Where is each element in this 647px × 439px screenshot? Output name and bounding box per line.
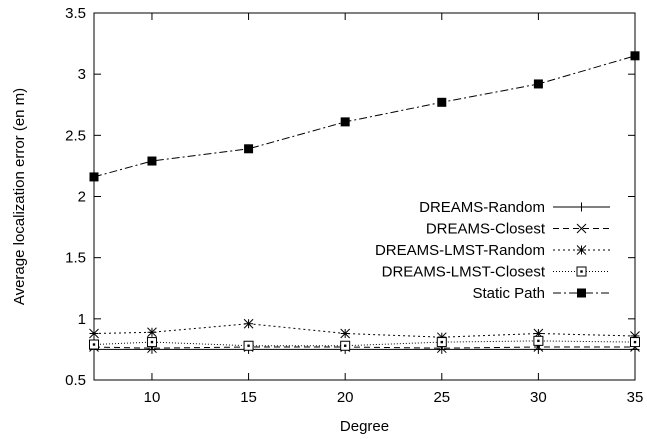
legend-label: Static Path [472, 285, 545, 302]
data-point [243, 318, 254, 329]
data-point [146, 337, 157, 348]
data-point [630, 337, 640, 348]
legend-item: DREAMS-Random [419, 199, 610, 216]
legend-label: DREAMS-LMST-Random [375, 242, 545, 259]
data-point [89, 339, 99, 350]
x-tick-label: 35 [627, 389, 644, 406]
data-point [147, 156, 157, 166]
legend-label: DREAMS-Random [419, 199, 545, 216]
x-tick-label: 20 [337, 389, 354, 406]
data-point [533, 79, 543, 89]
legend-label: DREAMS-Closest [426, 221, 546, 238]
y-tick-label: 1.5 [65, 250, 86, 267]
y-tick-label: 2.5 [65, 127, 86, 144]
legend-item: Static Path [472, 285, 610, 302]
legend-label: DREAMS-LMST-Closest [382, 264, 546, 281]
plot-frame [93, 12, 636, 381]
y-tick-label: 3.5 [65, 5, 86, 22]
legend-marker [576, 266, 587, 277]
series-line-5 [93, 55, 636, 178]
x-tick-label: 15 [240, 389, 257, 406]
data-point [630, 51, 640, 61]
y-tick-label: 1 [78, 311, 86, 328]
data-point [436, 337, 447, 348]
legend-marker [577, 202, 586, 212]
y-tick-label: 3 [78, 66, 86, 83]
plot-area [93, 12, 636, 381]
x-axis-label: Degree [340, 418, 389, 435]
data-point [340, 340, 351, 351]
series-group [89, 51, 640, 354]
x-axis: 10 15 20 25 30 35 [144, 13, 644, 406]
data-point [244, 144, 254, 154]
data-point [89, 328, 99, 339]
y-tick-label: 0.5 [65, 372, 86, 389]
series-line-4 [93, 340, 636, 347]
data-point [437, 97, 447, 107]
y-axis-label: Average localization error (en m) [11, 88, 28, 305]
legend-item: DREAMS-Closest [426, 221, 610, 238]
data-point [243, 340, 254, 351]
data-point [147, 327, 157, 338]
legend: DREAMS-Random DREAMS-Closest DREAMS-LMST-R… [375, 199, 610, 302]
legend-item: DREAMS-LMST-Closest [382, 264, 610, 281]
series-line-3 [93, 323, 636, 338]
data-point [89, 172, 99, 182]
y-axis: 0.5 1 1.5 2 2.5 3 3.5 [65, 5, 635, 389]
series-line-2 [93, 346, 635, 349]
legend-marker [576, 223, 587, 234]
data-point [340, 117, 350, 127]
y-tick-label: 2 [78, 189, 86, 206]
legend-item: DREAMS-LMST-Random [375, 242, 610, 259]
x-tick-label: 10 [144, 389, 161, 406]
legend-marker [576, 245, 587, 255]
data-point [340, 328, 351, 339]
data-point [533, 335, 544, 346]
x-tick-label: 30 [530, 389, 547, 406]
x-tick-label: 25 [433, 389, 450, 406]
legend-marker [577, 288, 586, 298]
